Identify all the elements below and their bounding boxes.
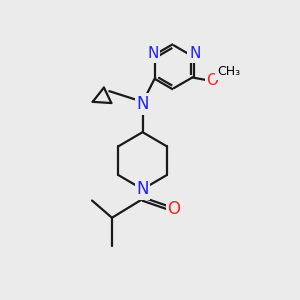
Text: CH₃: CH₃: [217, 65, 240, 78]
Text: N: N: [147, 46, 159, 62]
Text: N: N: [189, 46, 200, 62]
Text: O: O: [206, 73, 218, 88]
Text: O: O: [167, 200, 180, 218]
Text: N: N: [136, 180, 149, 198]
Text: N: N: [136, 95, 149, 113]
